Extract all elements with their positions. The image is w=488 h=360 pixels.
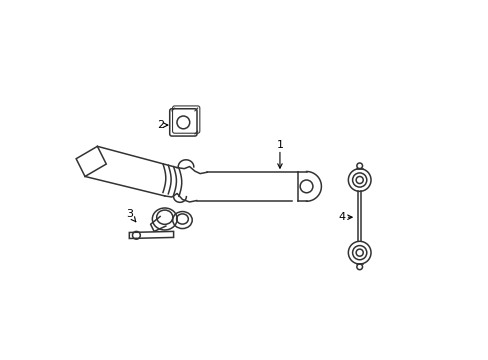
Text: 2: 2 [157,120,167,130]
Circle shape [355,176,363,184]
Text: 1: 1 [276,140,283,168]
Text: 3: 3 [125,209,136,222]
Text: 4: 4 [338,212,351,222]
Circle shape [355,249,363,256]
